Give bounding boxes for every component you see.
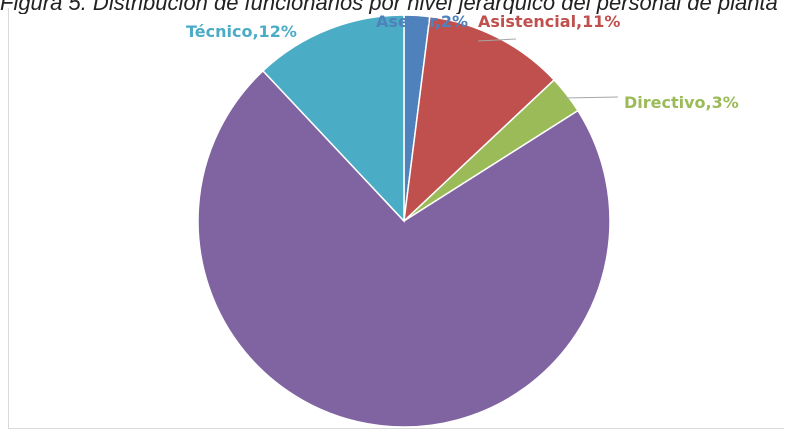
data-label-tecnico: Técnico,12% (186, 22, 297, 41)
pie-slice-profesional (197, 69, 611, 428)
pie-slice-asistencial (402, 15, 556, 223)
leader-line-directivo (563, 96, 619, 99)
data-label-directivo: Directivo,3% (624, 93, 739, 112)
figure-caption: Figura 5. Distribución de funcionarios p… (0, 0, 778, 14)
data-label-asesor: Asesor,2% (376, 12, 468, 31)
data-label-asistencial: Asistencial,11% (478, 12, 620, 31)
pie-slice-tecnico (261, 14, 405, 223)
chart-frame (8, 8, 784, 429)
leader-line-asistencial (477, 38, 517, 42)
